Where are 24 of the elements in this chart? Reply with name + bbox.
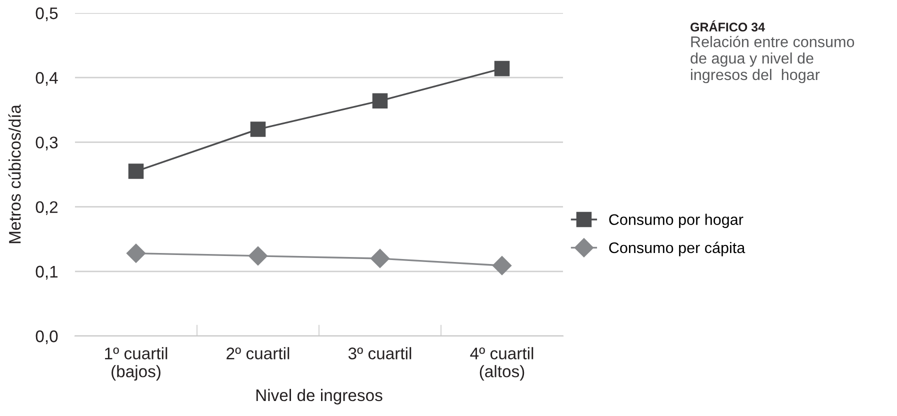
legend-label: Consumo per cápita (609, 242, 746, 256)
point (250, 122, 266, 137)
point (128, 164, 144, 179)
x-tick-label: 1º cuartil (bajos) (105, 347, 168, 381)
x-tick-label: 2º cuartil (226, 347, 290, 360)
point (126, 244, 146, 263)
y-tick-label: 0,2 (36, 201, 58, 215)
x-axis-title: Nivel de ingresos (256, 388, 382, 404)
x-tick-label: 3º cuartil (348, 347, 412, 360)
point (494, 60, 510, 76)
y-tick-label: 0,0 (36, 330, 58, 344)
text: Relación entre consumo de agua y nivel de ingresos del hogar (690, 36, 854, 84)
y-axis-title: Metros cúbicos/día (8, 104, 21, 244)
y-tick-label: 0,3 (36, 136, 58, 150)
y-tick-label: 0,5 (36, 7, 58, 22)
text: GRÁFICO 34 (690, 20, 765, 32)
x-tick-label: 4º cuartil (altos) (470, 347, 534, 381)
y-tick-label: 0,4 (36, 72, 58, 86)
point (372, 93, 388, 108)
legend-label: Consumo por hogar (609, 214, 744, 228)
point (248, 246, 268, 266)
y-tick-label: 0,1 (36, 266, 58, 280)
point (492, 256, 512, 276)
point (370, 248, 390, 268)
